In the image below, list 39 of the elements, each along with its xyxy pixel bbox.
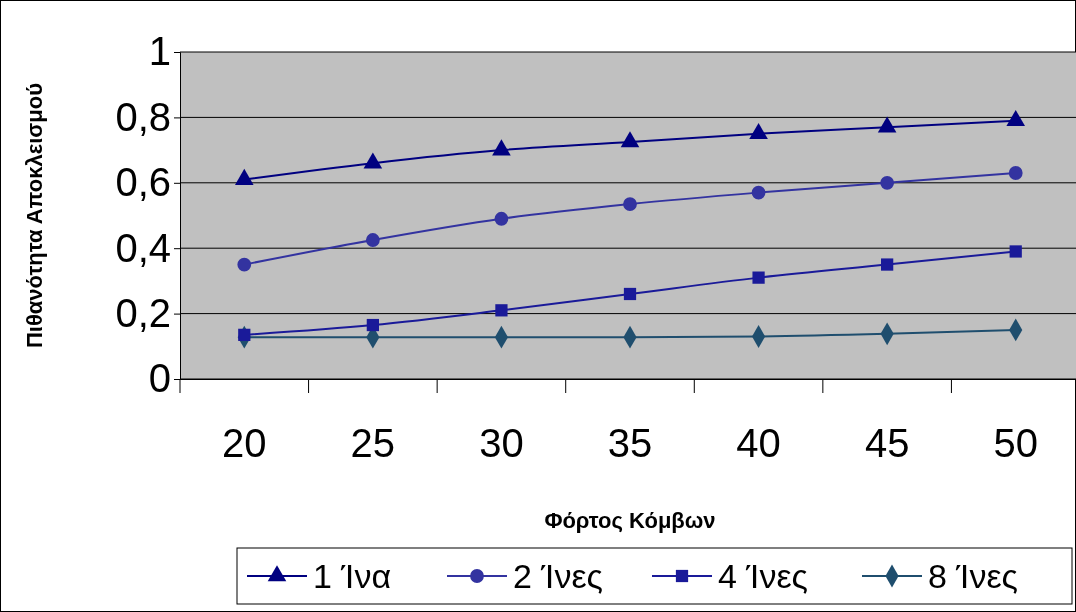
point <box>623 197 637 211</box>
y-tick-label: 0,2 <box>115 290 171 335</box>
point <box>881 258 894 271</box>
y-tick-label: 0,4 <box>115 225 171 270</box>
x-tick-label: 35 <box>607 421 653 466</box>
point <box>365 233 380 247</box>
point <box>623 287 637 301</box>
point <box>880 175 895 190</box>
x-tick-label: 45 <box>864 421 910 466</box>
x-tick-label: 20 <box>222 421 267 466</box>
point <box>495 304 508 317</box>
point <box>492 139 511 156</box>
point <box>749 123 768 140</box>
x-tick-label: 40 <box>736 421 781 466</box>
y-tick-label: 0,8 <box>115 94 171 139</box>
point <box>751 185 766 200</box>
x-axis-title: Φόρτος Κόμβων <box>544 508 716 533</box>
legend-label: 2 Ίνες <box>513 557 603 595</box>
x-tick-label: 50 <box>993 421 1038 466</box>
legend-label: 8 Ίνες <box>928 557 1018 595</box>
y-axis-title: Πιθανότητα Αποκλεισμού <box>22 82 47 349</box>
point <box>363 152 383 169</box>
x-tick-label: 30 <box>479 421 524 466</box>
y-tick-label: 0 <box>148 356 171 401</box>
point <box>1008 166 1023 180</box>
legend-label: 4 Ίνες <box>718 557 808 595</box>
point <box>366 318 379 332</box>
point <box>1009 245 1022 258</box>
x-tick-label: 25 <box>350 421 396 466</box>
point <box>752 271 765 284</box>
legend-label: 1 Ίνα <box>313 557 392 595</box>
point <box>1006 109 1026 127</box>
point <box>237 257 252 272</box>
point <box>620 131 640 148</box>
point <box>877 116 897 133</box>
point <box>234 168 254 185</box>
point <box>494 211 509 226</box>
y-tick-label: 1 <box>148 29 171 74</box>
y-tick-label: 0,6 <box>115 160 171 205</box>
